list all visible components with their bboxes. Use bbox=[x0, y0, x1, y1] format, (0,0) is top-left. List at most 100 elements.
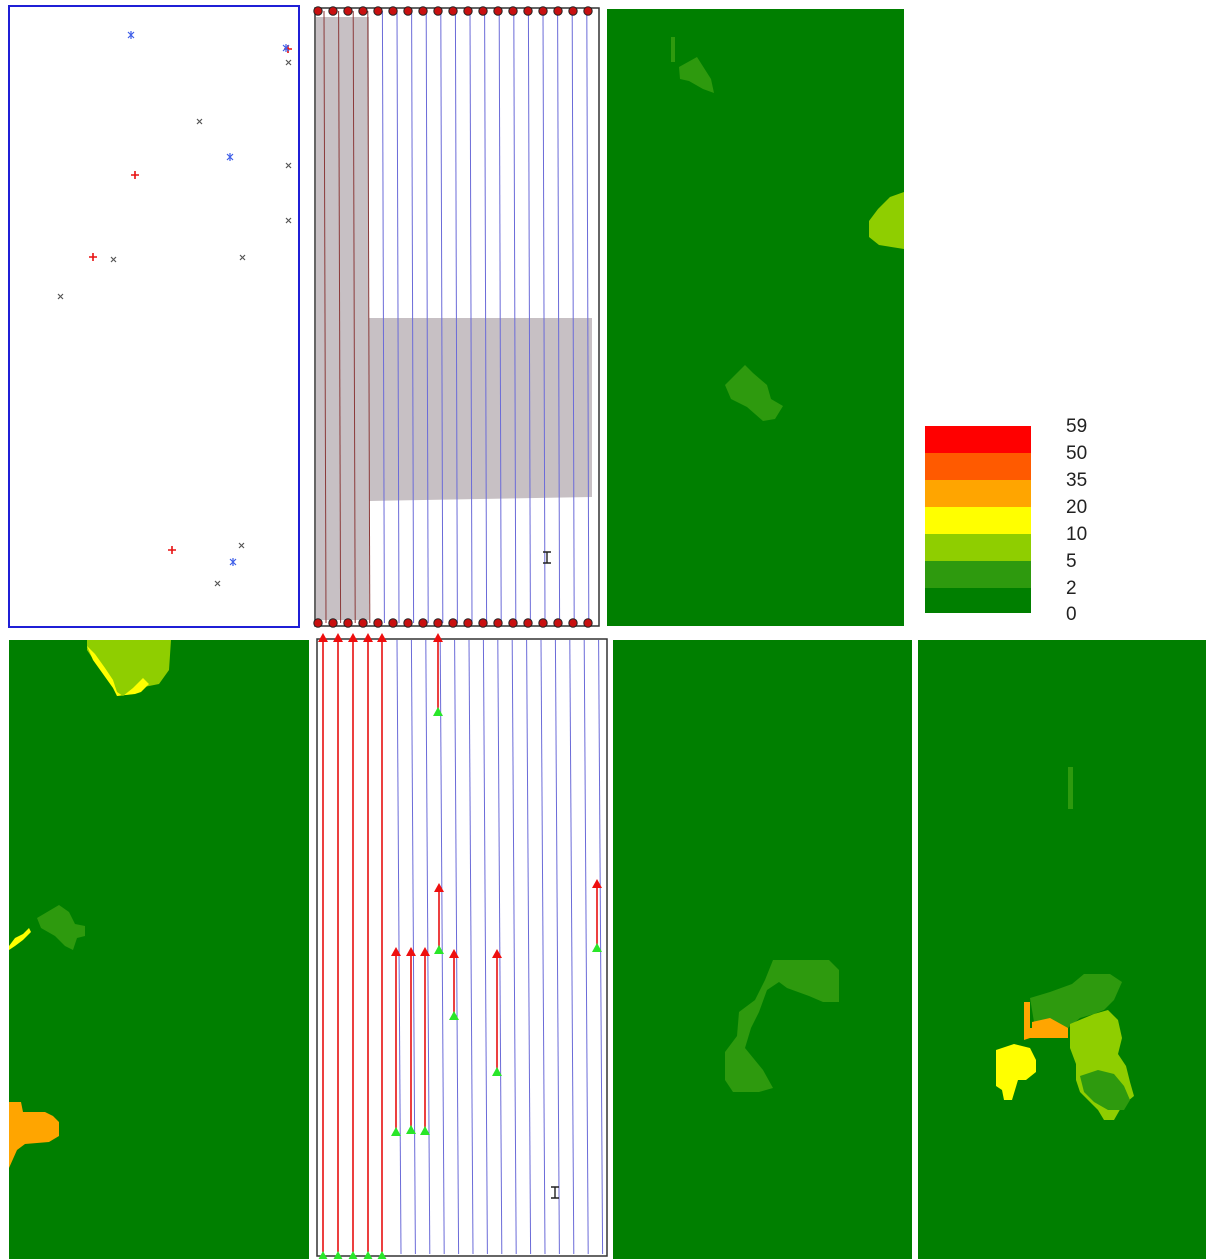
patch bbox=[87, 640, 171, 696]
raster-map-bottom-mid bbox=[613, 640, 912, 1259]
legend-label-2: 2 bbox=[1066, 578, 1077, 599]
triangle-up-icon bbox=[433, 633, 443, 642]
raster-background bbox=[607, 9, 904, 626]
circle-marker-icon bbox=[478, 618, 488, 628]
legend-swatch-35 bbox=[925, 480, 1031, 507]
circle-marker-icon bbox=[373, 618, 383, 628]
circle-marker-icon bbox=[418, 618, 428, 628]
survey-line bbox=[454, 10, 458, 624]
patch bbox=[1030, 974, 1122, 1028]
legend-swatch-59 bbox=[925, 426, 1031, 453]
raster-map-top bbox=[607, 9, 904, 626]
asterisk-marker-icon bbox=[127, 31, 290, 566]
circle-marker-icon bbox=[493, 6, 503, 16]
survey-line bbox=[454, 639, 460, 1255]
circle-marker-icon bbox=[508, 618, 518, 628]
circle-marker-icon bbox=[433, 6, 443, 16]
survey-line bbox=[586, 10, 590, 624]
triangle-up-icon bbox=[348, 633, 358, 642]
color-legend bbox=[925, 426, 1032, 613]
circle-marker-icon bbox=[583, 6, 593, 16]
survey-line bbox=[598, 639, 604, 1255]
triangle-up-icon bbox=[333, 633, 343, 642]
circle-marker-icon bbox=[313, 6, 323, 16]
patch bbox=[996, 1044, 1036, 1100]
circle-marker-icon bbox=[463, 618, 473, 628]
survey-line bbox=[352, 10, 356, 624]
triangle-up-icon bbox=[363, 633, 373, 642]
raster-map-bottom-left bbox=[9, 640, 309, 1259]
triangle-up-icon bbox=[318, 1251, 328, 1259]
raster-map-bottom-right bbox=[918, 640, 1206, 1259]
legend-label-59: 59 bbox=[1066, 416, 1088, 437]
legend-swatch-5 bbox=[925, 561, 1031, 588]
legend-swatch-20 bbox=[925, 507, 1031, 534]
circle-marker-icon bbox=[358, 6, 368, 16]
survey-line bbox=[569, 639, 575, 1255]
survey-line bbox=[484, 10, 488, 624]
patch bbox=[869, 192, 904, 249]
patch bbox=[1032, 1018, 1068, 1038]
triangle-up-icon bbox=[318, 707, 602, 1259]
circle-marker-icon bbox=[553, 618, 563, 628]
patch bbox=[725, 365, 783, 421]
triangle-up-icon bbox=[434, 945, 444, 954]
legend-label-0: 0 bbox=[1066, 604, 1077, 625]
triangle-up-icon bbox=[420, 947, 430, 956]
circle-marker-icon bbox=[523, 6, 533, 16]
circle-marker-icon bbox=[388, 618, 398, 628]
survey-line bbox=[557, 10, 561, 624]
circle-marker-icon bbox=[538, 6, 548, 16]
survey-line bbox=[526, 639, 532, 1255]
patch bbox=[9, 1102, 59, 1168]
circle-marker-icon bbox=[433, 618, 443, 628]
circle-marker-icon bbox=[388, 6, 398, 16]
triangle-up-icon bbox=[449, 949, 459, 958]
survey-lines-top bbox=[310, 3, 602, 631]
circle-marker-icon bbox=[403, 618, 413, 628]
survey-line bbox=[540, 639, 546, 1255]
survey-line bbox=[571, 10, 575, 624]
survey-line bbox=[323, 10, 327, 624]
survey-line bbox=[381, 10, 385, 624]
patch bbox=[725, 960, 839, 1092]
survey-line bbox=[511, 639, 517, 1255]
triangle-up-icon bbox=[391, 947, 401, 956]
triangle-up-icon bbox=[406, 947, 416, 956]
survey-line bbox=[497, 639, 503, 1255]
triangle-up-icon bbox=[348, 1251, 358, 1259]
survey-line bbox=[410, 639, 416, 1255]
survey-line bbox=[425, 639, 431, 1255]
legend-swatch-10 bbox=[925, 534, 1031, 561]
patch bbox=[1080, 1070, 1130, 1110]
triangle-up-icon bbox=[377, 1251, 387, 1259]
circle-marker-icon bbox=[328, 618, 338, 628]
legend-swatch-50 bbox=[925, 453, 1031, 480]
circle-marker-icon bbox=[508, 6, 518, 16]
survey-lines-bottom bbox=[313, 632, 609, 1259]
triangle-up-icon bbox=[592, 943, 602, 952]
anchor-icon bbox=[551, 1186, 559, 1199]
triangle-up-icon bbox=[391, 1127, 401, 1136]
triangle-up-icon bbox=[492, 949, 502, 958]
raster-background bbox=[613, 640, 912, 1259]
legend-label-5: 5 bbox=[1066, 551, 1077, 572]
circle-marker-icon bbox=[358, 618, 368, 628]
triangle-up-icon bbox=[318, 633, 328, 642]
shaded-strip-horizontal bbox=[369, 318, 592, 501]
circle-marker-icon bbox=[328, 6, 338, 16]
survey-line bbox=[396, 639, 402, 1255]
map-border bbox=[8, 5, 300, 628]
survey-line bbox=[469, 10, 473, 624]
legend-swatch-2 bbox=[925, 588, 1031, 613]
survey-line bbox=[338, 10, 342, 624]
survey-line-group bbox=[396, 639, 604, 1255]
circle-marker-icon bbox=[313, 618, 323, 628]
triangle-up-icon bbox=[433, 707, 443, 716]
legend-label-10: 10 bbox=[1066, 524, 1088, 545]
triangle-up-icon bbox=[406, 1125, 416, 1134]
raster-background bbox=[9, 640, 309, 1259]
circle-marker-icon bbox=[343, 618, 353, 628]
circle-marker-icon bbox=[568, 618, 578, 628]
survey-line bbox=[468, 639, 474, 1255]
